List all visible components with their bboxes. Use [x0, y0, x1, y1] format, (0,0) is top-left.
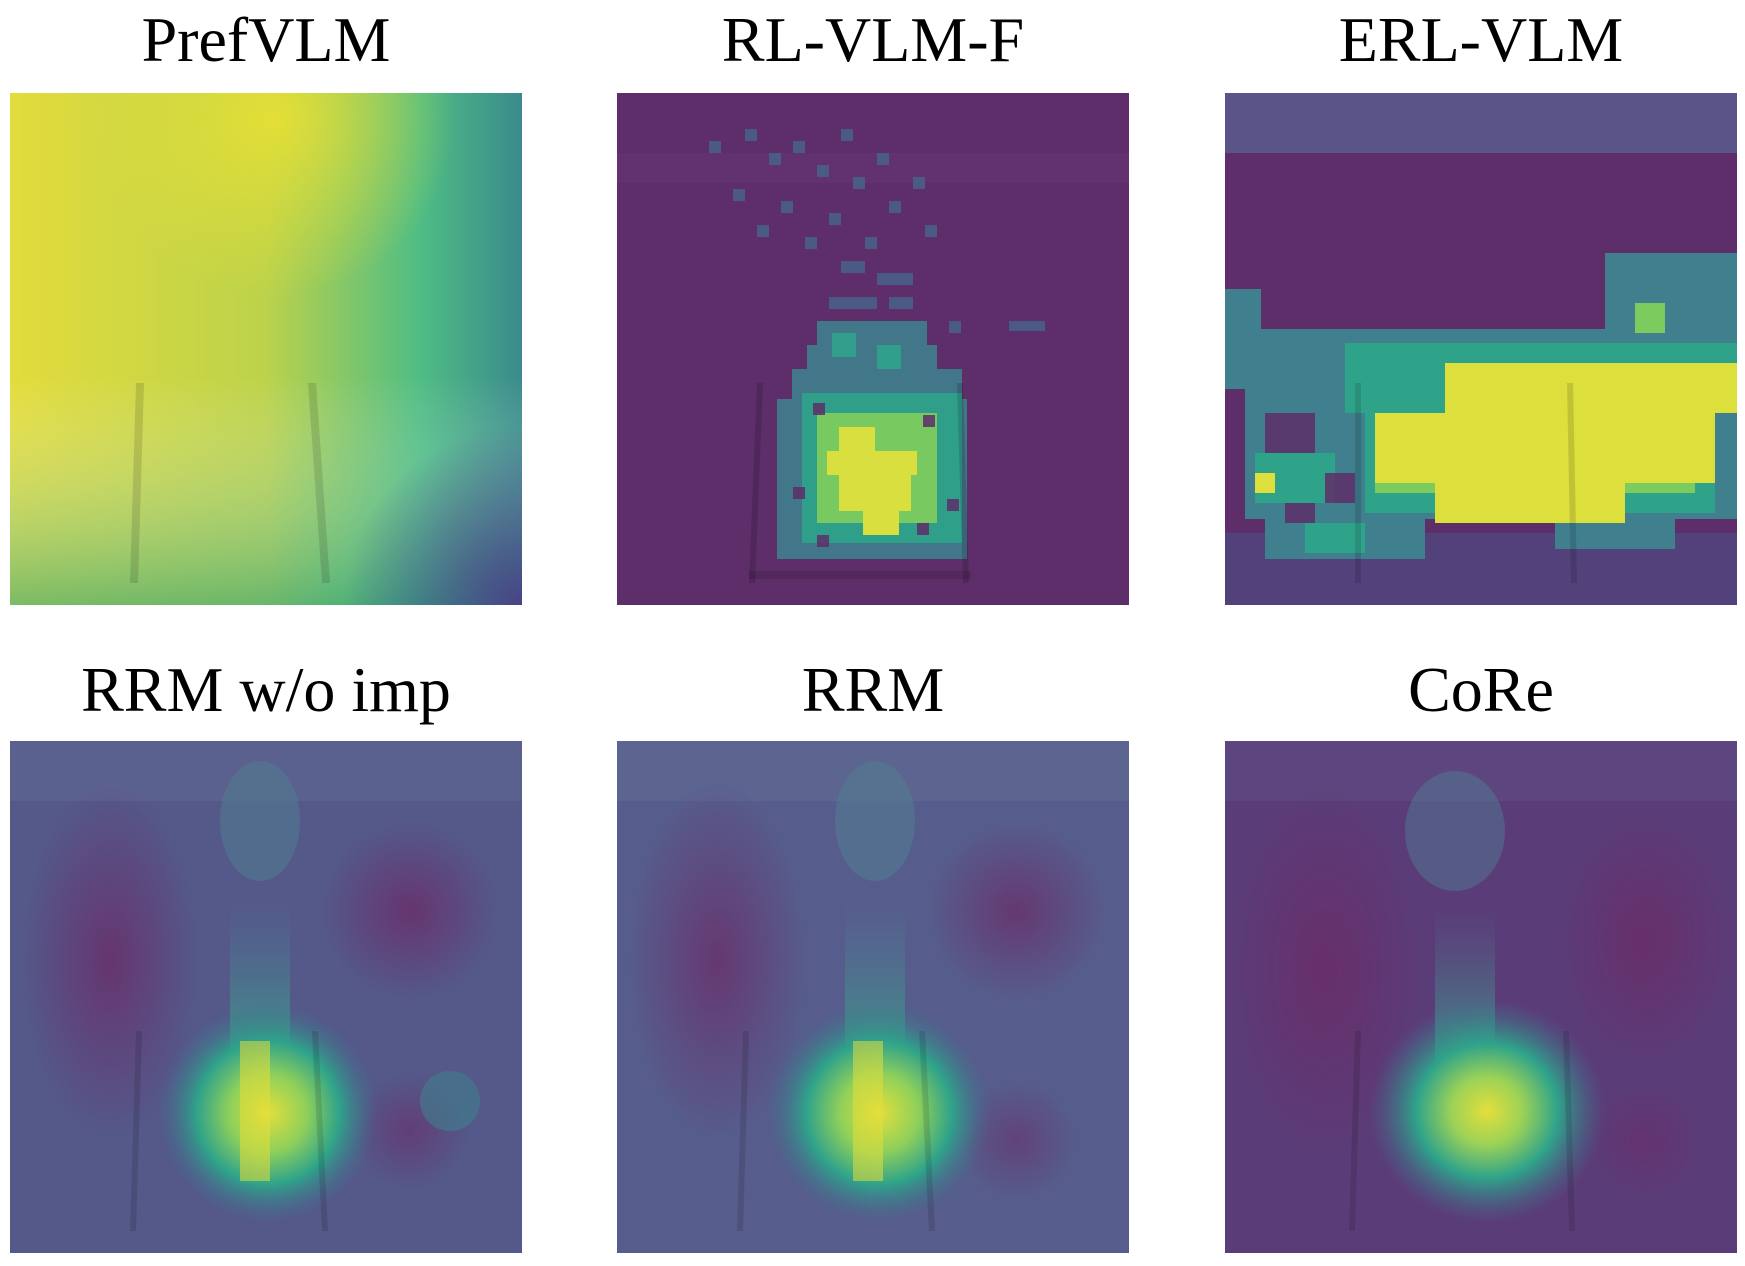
panel-title: RRM w/o imp	[81, 654, 451, 725]
panel-title: RL-VLM-F	[721, 4, 1025, 75]
heatmap-core	[1225, 741, 1737, 1253]
heatmap-prefvlm	[10, 93, 522, 605]
heatmap-image	[10, 93, 522, 605]
heatmap-rrm-wo-imp	[10, 741, 522, 1253]
heatmap-image	[1225, 741, 1737, 1253]
panel-title: RRM	[801, 654, 945, 725]
panel-title: PrefVLM	[141, 4, 391, 75]
heatmap-rrm	[617, 741, 1129, 1253]
heatmap-erl-vlm	[1225, 93, 1737, 605]
heatmap-image	[1225, 93, 1737, 605]
heatmap-image	[10, 741, 522, 1253]
heatmap-rl-vlm-f	[617, 93, 1129, 605]
heatmap-image	[617, 741, 1129, 1253]
panel-title: CoRe	[1408, 654, 1554, 725]
panel-title: ERL-VLM	[1338, 4, 1624, 75]
heatmap-image	[617, 93, 1129, 605]
